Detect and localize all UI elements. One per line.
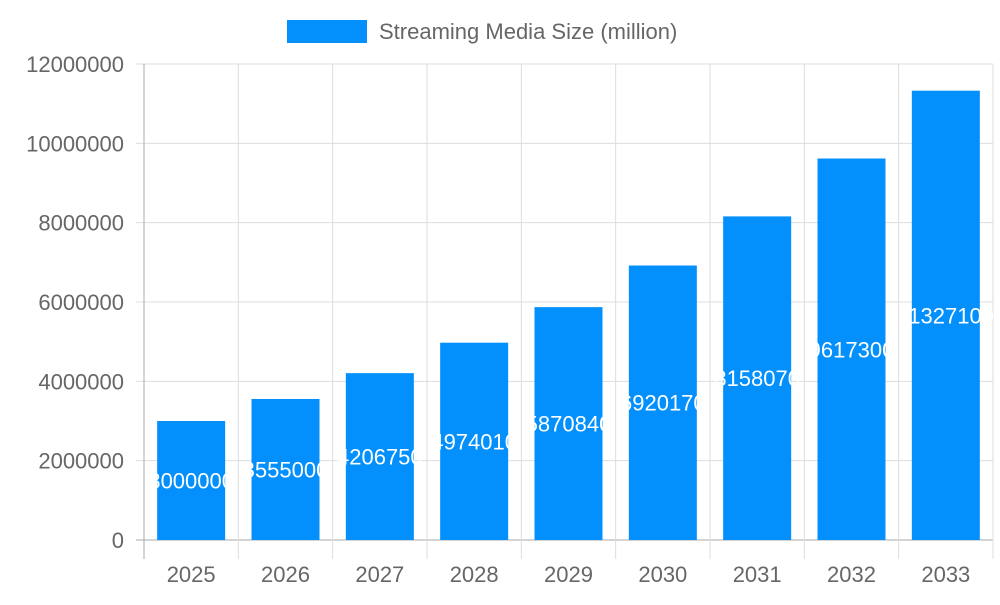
data-label-2029: 5870840	[526, 412, 612, 437]
bar-2025	[157, 421, 226, 540]
x-tick-label: 2030	[638, 562, 687, 587]
y-tick-label: 12000000	[26, 52, 124, 77]
x-tick-label: 2033	[921, 562, 970, 587]
x-tick-label: 2025	[167, 562, 216, 587]
data-label-2025: 3000000	[148, 469, 234, 494]
bar-2029	[534, 307, 603, 540]
x-tick-label: 2026	[261, 562, 310, 587]
x-tick-label: 2031	[733, 562, 782, 587]
x-tick-label: 2028	[450, 562, 499, 587]
y-tick-label: 6000000	[38, 290, 124, 315]
y-tick-label: 10000000	[26, 131, 124, 156]
y-tick-label: 8000000	[38, 211, 124, 236]
bar-2030	[628, 265, 697, 540]
y-tick-label: 4000000	[38, 369, 124, 394]
data-label-2031: 8158070	[714, 366, 800, 391]
bar-2032	[817, 158, 886, 540]
legend-label: Streaming Media Size (million)	[379, 19, 677, 44]
data-label-2032: 9617300	[809, 337, 895, 362]
data-label-2028: 4974010	[431, 429, 517, 454]
legend[interactable]: Streaming Media Size (million)	[287, 19, 677, 44]
legend-swatch	[287, 20, 367, 43]
data-label-2033: 11327100	[898, 303, 994, 328]
y-tick-label: 2000000	[38, 449, 124, 474]
x-tick-label: 2027	[355, 562, 404, 587]
data-label-2027: 4206750	[337, 445, 423, 470]
y-tick-label: 0	[112, 528, 124, 553]
bar-2028	[440, 342, 509, 540]
bar-2027	[345, 373, 414, 540]
x-tick-label: 2032	[827, 562, 876, 587]
bar-2026	[251, 398, 320, 540]
data-label-2030: 6920170	[620, 391, 706, 416]
x-tick-label: 2029	[544, 562, 593, 587]
bar-2031	[723, 216, 792, 541]
data-label-2026: 3555000	[243, 457, 329, 482]
bar-2033	[911, 90, 980, 540]
